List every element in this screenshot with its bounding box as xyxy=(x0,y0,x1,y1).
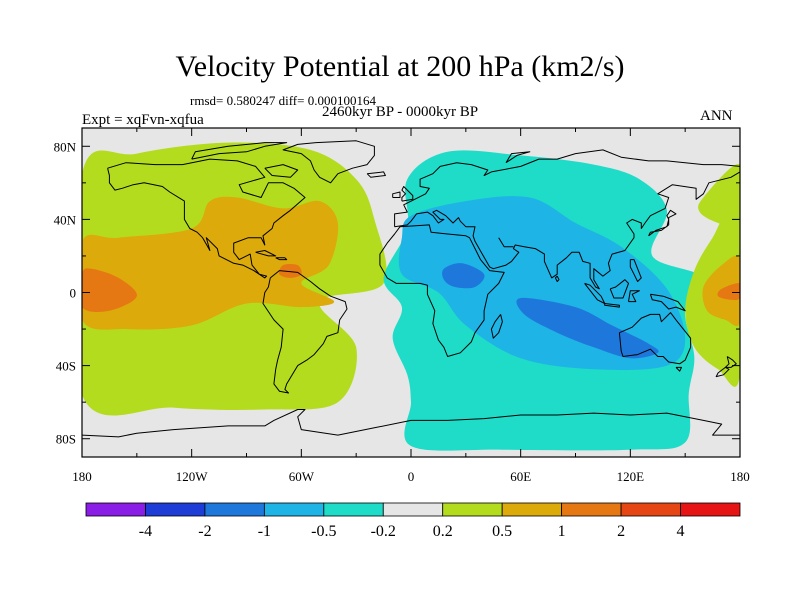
y-tick-label: 80S xyxy=(56,432,76,447)
coastline-svalbard-nz xyxy=(505,151,531,164)
coastline-borneo xyxy=(609,279,629,299)
coastlines xyxy=(82,140,740,438)
colorbar-label: -0.2 xyxy=(371,523,396,540)
colorbar-swatch xyxy=(501,502,563,517)
stats-line: rmsd= 0.580247 diff= 0.000100164 xyxy=(190,93,376,108)
y-tick-label: 40N xyxy=(54,212,77,227)
colorbar-label: -0.5 xyxy=(311,523,336,540)
colorbar-label: 4 xyxy=(677,523,685,540)
contour-east-min-indian xyxy=(516,297,659,359)
coastline-philippines xyxy=(629,259,642,282)
colorbar-label: -2 xyxy=(198,523,211,540)
coastline-japan xyxy=(648,209,677,237)
colorbar-swatch xyxy=(382,502,444,517)
coastline-sumatra xyxy=(584,282,606,304)
colorbar-label: -4 xyxy=(139,523,152,540)
x-tick-label: 180 xyxy=(72,469,92,484)
coastline-uk xyxy=(401,186,414,202)
colorbar-swatch xyxy=(85,502,146,517)
x-tick-label: 180 xyxy=(730,469,750,484)
contour-west-max-caribbean xyxy=(279,263,302,278)
contour-northeast-positive xyxy=(698,164,740,231)
contour-east-min-africa xyxy=(442,263,485,289)
x-tick-label: 120E xyxy=(617,469,645,484)
colorbar-label: 0.2 xyxy=(433,523,453,540)
coastline-java xyxy=(604,303,620,308)
period-label: 2460kyr BP - 0000kyr BP xyxy=(322,104,479,120)
coastline-north-america xyxy=(107,158,306,279)
colorbar-swatch xyxy=(680,502,741,517)
coastline-arabian-peninsula-gulf xyxy=(498,237,514,248)
contour-dateline-max xyxy=(717,283,740,301)
coastline-antarctica xyxy=(82,409,740,438)
coastline-new-zealand xyxy=(724,356,737,368)
coastline-madagascar xyxy=(490,314,503,339)
x-axis: 180 120W 60W 0 60E 120E 180 xyxy=(72,128,750,484)
y-tick-label: 80N xyxy=(54,139,77,154)
colorbar-swatch xyxy=(145,502,206,517)
coastline-canadian-arctic xyxy=(191,142,288,160)
colorbar-swatch xyxy=(620,502,681,517)
season-label: ANN xyxy=(700,108,733,124)
y-axis: 80N 40N 0 40S 80S xyxy=(54,139,740,447)
coastline-new-zealand-south xyxy=(715,366,730,378)
x-tick-label: 60E xyxy=(510,469,531,484)
coastline-australia xyxy=(618,312,692,365)
contour-fields xyxy=(82,142,740,451)
coastline-baffin-island xyxy=(264,164,299,178)
colorbar-swatch xyxy=(263,502,325,517)
coastline-iceland xyxy=(366,171,386,178)
colorbar: -4 -2 -1 -0.5 -0.2 0.2 0.5 1 2 4 xyxy=(85,502,741,540)
contour-west-positive-inner xyxy=(82,196,339,330)
coastline-new-guinea xyxy=(649,293,686,312)
coastline-india-ceylon xyxy=(554,275,560,282)
coastline-south-america xyxy=(262,270,348,394)
colorbar-label: 0.5 xyxy=(492,523,512,540)
x-tick-label: 60W xyxy=(289,469,315,484)
colorbar-swatch xyxy=(204,502,265,517)
colorbar-label: 2 xyxy=(617,523,625,540)
colorbar-swatch xyxy=(561,502,622,517)
x-tick-label: 120W xyxy=(176,469,209,484)
colorbar-swatch xyxy=(323,502,384,517)
colorbar-label: -1 xyxy=(258,523,271,540)
coastline-sulawesi xyxy=(628,290,640,303)
contour-west-max-pacific xyxy=(82,268,137,313)
coastline-greenland xyxy=(282,140,375,184)
experiment-label: Expt = xqFvn-xqfua xyxy=(82,112,204,128)
x-tick-label: 0 xyxy=(408,469,415,484)
coastline-africa xyxy=(379,224,505,357)
chart-title: Velocity Potential at 200 hPa (km2/s) xyxy=(175,50,625,83)
colorbar-swatch xyxy=(442,502,503,517)
coastline-tasmania xyxy=(675,366,682,372)
coastline-cuba xyxy=(255,250,277,257)
coastline-ireland xyxy=(392,191,401,198)
y-tick-label: 40S xyxy=(56,359,76,374)
colorbar-label: 1 xyxy=(558,523,566,540)
coastline-eurasia xyxy=(394,149,740,290)
y-tick-label: 0 xyxy=(70,286,77,301)
coastline-hispaniola xyxy=(275,257,288,261)
